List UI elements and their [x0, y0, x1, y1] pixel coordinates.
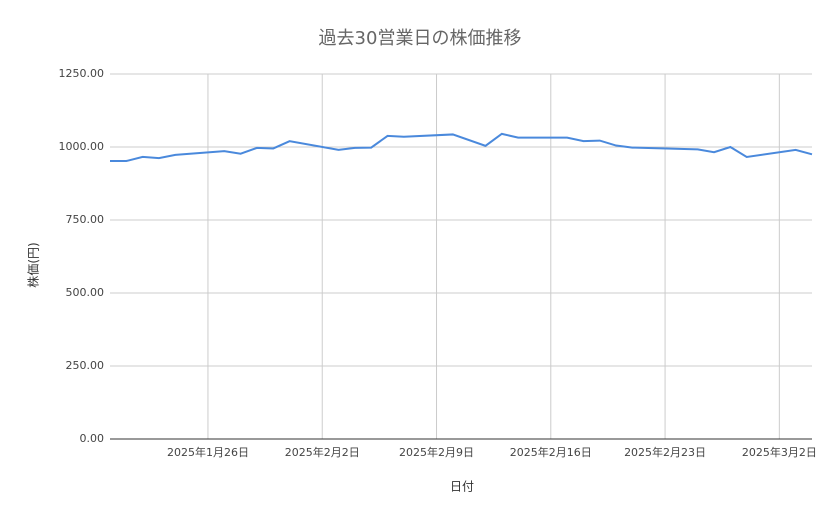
line-series [110, 132, 813, 163]
y-tick-label: 1000.00 [59, 140, 105, 153]
y-tick-label: 500.00 [66, 286, 105, 299]
y-tick-label: 0.00 [80, 432, 105, 445]
x-tick-label: 2025年2月23日 [624, 445, 706, 459]
y-axis-label: 株価(円) [26, 242, 41, 287]
x-tick-label: 2025年3月2日 [742, 445, 817, 459]
y-tick-label: 750.00 [66, 213, 105, 226]
x-tick-label: 2025年2月2日 [285, 445, 360, 459]
chart-title: 過去30営業日の株価推移 [319, 28, 522, 49]
x-tick-label: 2025年2月9日 [399, 445, 474, 459]
y-tick-label: 250.00 [66, 359, 105, 372]
x-tick-label: 2025年1月26日 [167, 445, 249, 459]
y-tick-label: 1250.00 [59, 67, 105, 80]
x-axis-label: 日付 [450, 480, 474, 494]
x-tick-label: 2025年2月16日 [510, 445, 592, 459]
